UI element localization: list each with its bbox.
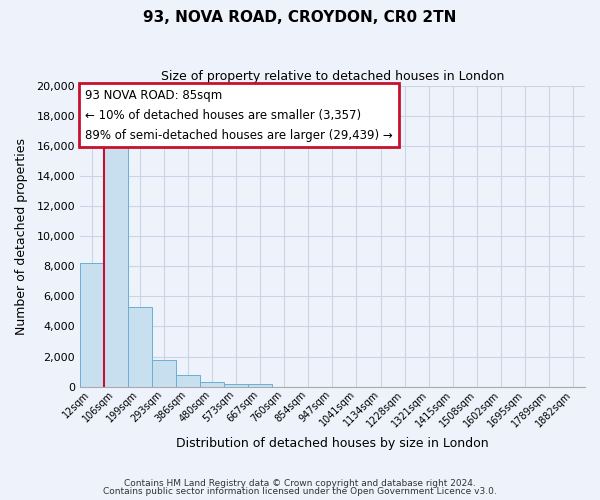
Text: Contains HM Land Registry data © Crown copyright and database right 2024.: Contains HM Land Registry data © Crown c… [124,478,476,488]
Bar [128,307,152,386]
Text: Contains public sector information licensed under the Open Government Licence v3: Contains public sector information licen… [103,487,497,496]
Y-axis label: Number of detached properties: Number of detached properties [15,138,28,334]
Text: 93 NOVA ROAD: 85sqm
← 10% of detached houses are smaller (3,357)
89% of semi-det: 93 NOVA ROAD: 85sqm ← 10% of detached ho… [85,88,392,142]
Title: Size of property relative to detached houses in London: Size of property relative to detached ho… [161,70,504,83]
Bar [248,384,272,386]
Bar [176,374,200,386]
Bar [80,263,104,386]
Text: 93, NOVA ROAD, CROYDON, CR0 2TN: 93, NOVA ROAD, CROYDON, CR0 2TN [143,10,457,25]
Bar [152,360,176,386]
X-axis label: Distribution of detached houses by size in London: Distribution of detached houses by size … [176,437,489,450]
Bar [104,138,128,386]
Bar [224,384,248,386]
Bar [200,382,224,386]
